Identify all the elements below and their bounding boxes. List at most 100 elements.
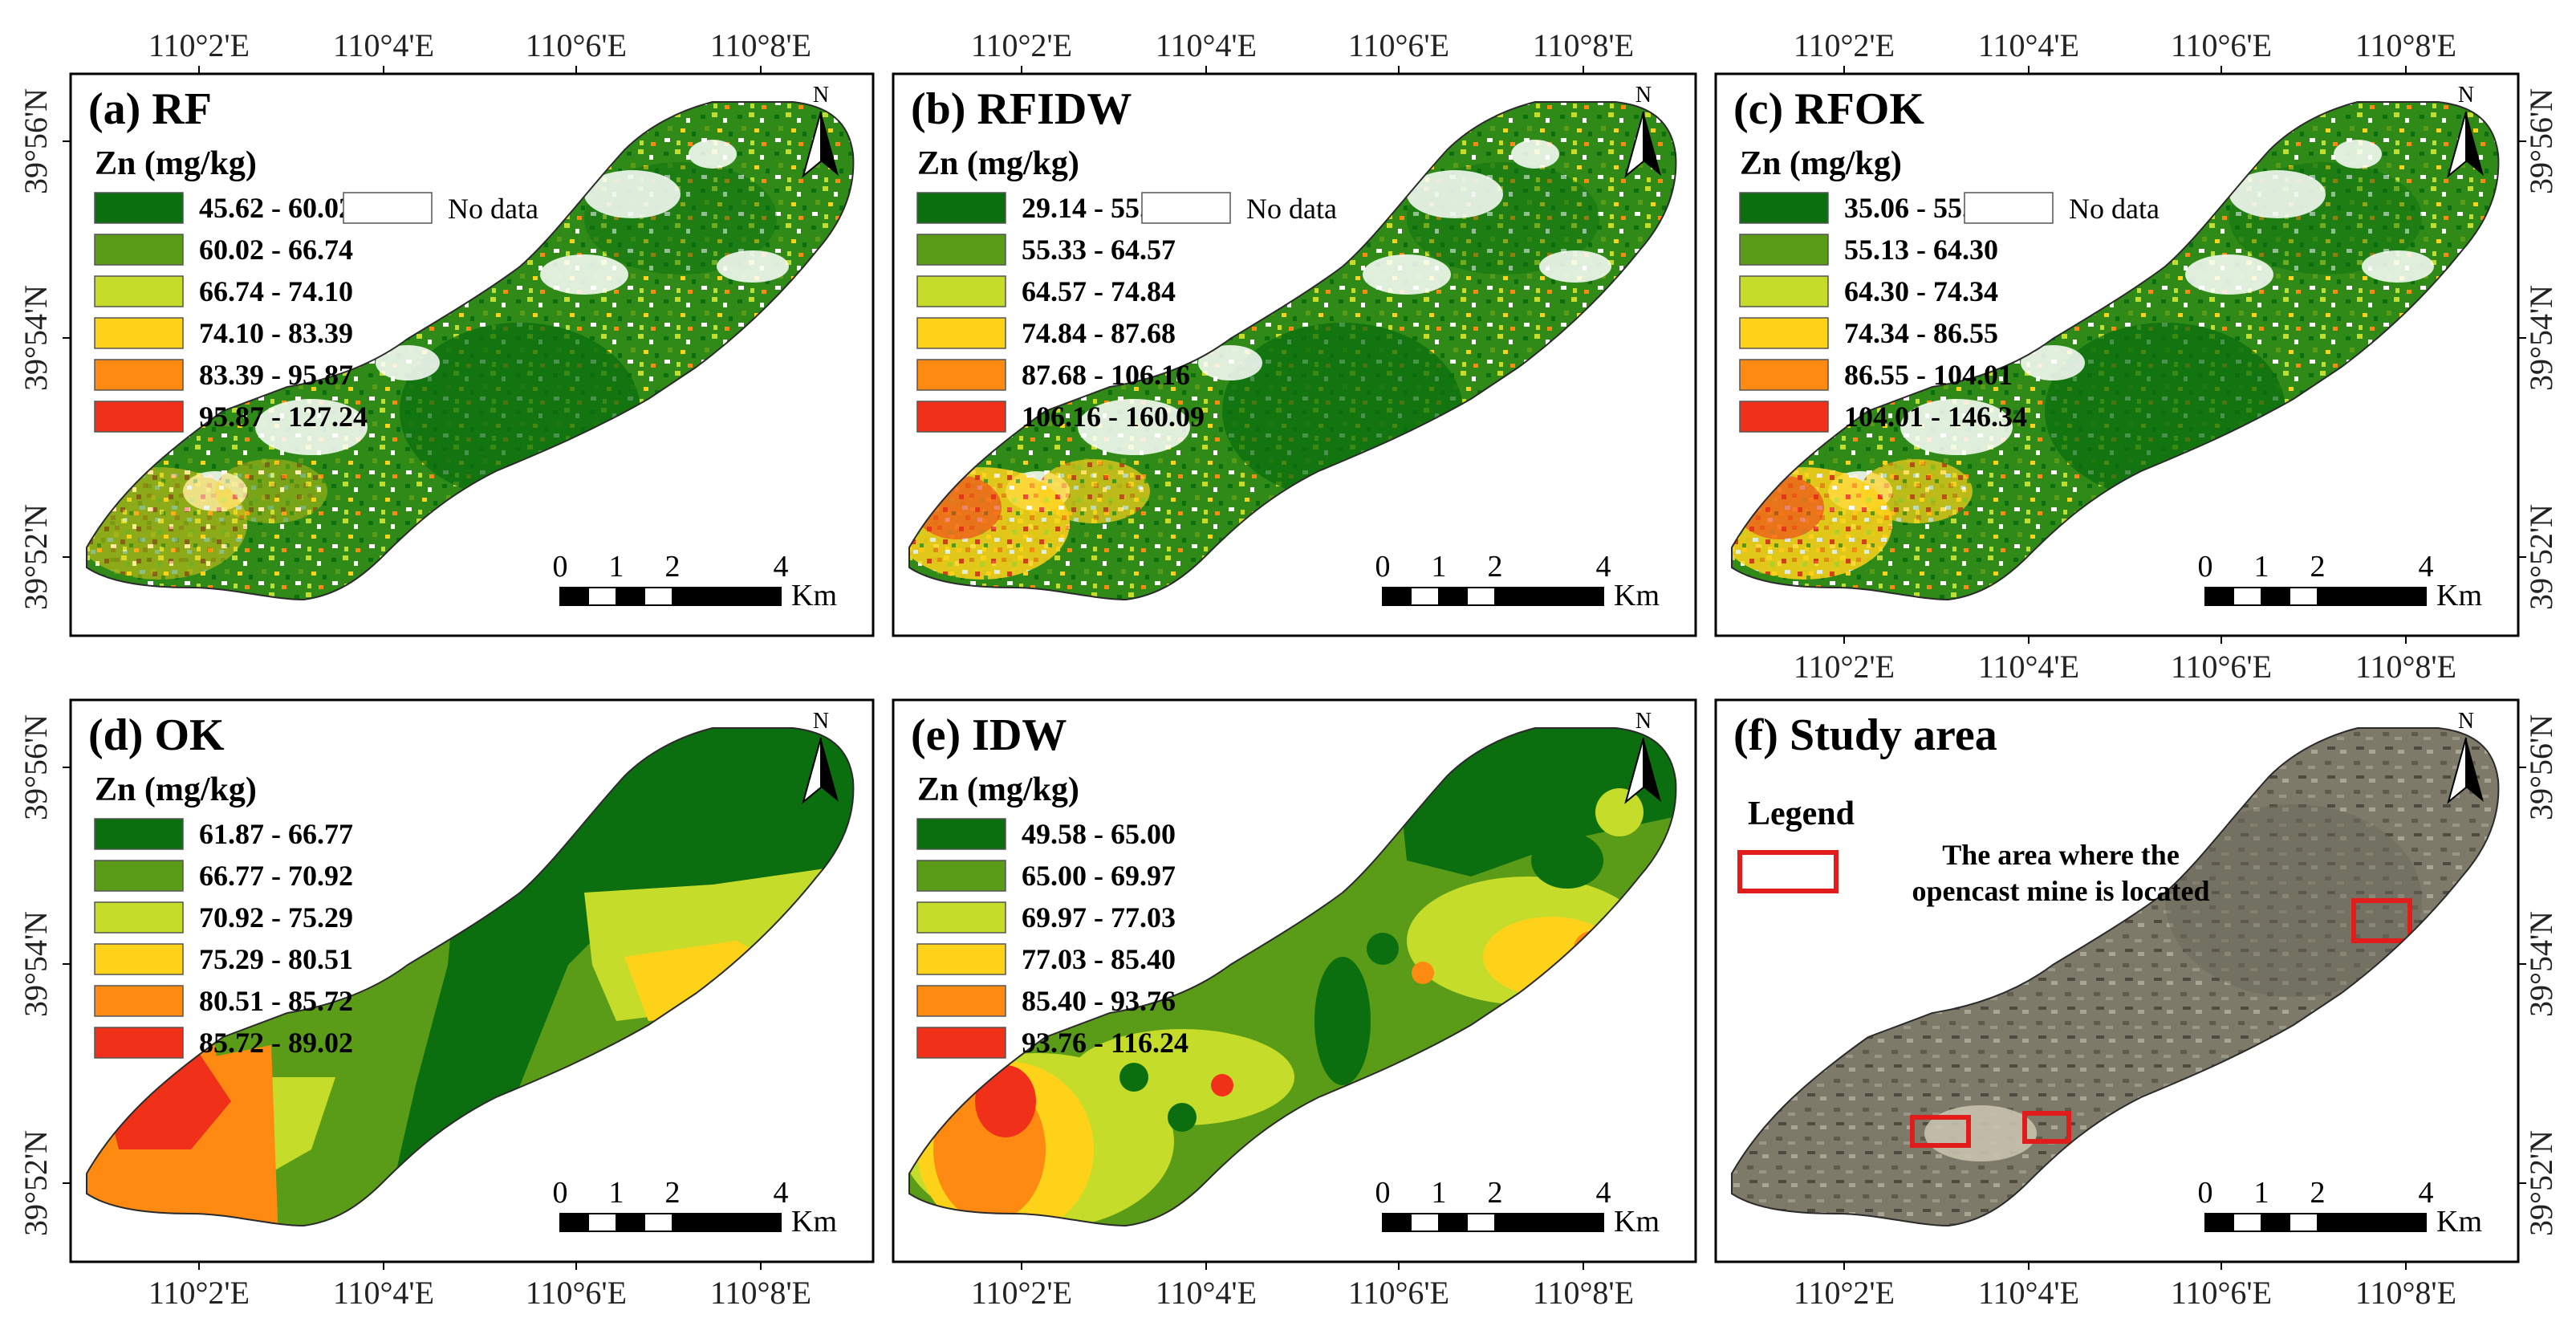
legend-class-label: 60.02 - 66.74: [199, 234, 353, 266]
legend-swatch: [1739, 401, 1829, 433]
panel-d: (d) OK Zn (mg/kg) 61.87 - 66.77 66.77 - 70.…: [18, 698, 875, 1311]
panel-title: (b) RFIDW: [911, 84, 1132, 134]
scale-bar-unit: Km: [791, 1205, 837, 1239]
legend-swatch: [94, 275, 184, 307]
lon-label-top: 110°2'E: [971, 27, 1072, 63]
lat-label-right: 39°52'N: [2523, 1130, 2559, 1236]
legend-swatch: [94, 943, 184, 975]
legend-class-label: 77.03 - 85.40: [1022, 943, 1176, 975]
legend-swatch: [94, 317, 184, 349]
nodata-patch: [1078, 399, 1190, 455]
legend-swatch: [94, 234, 184, 266]
north-arrow-icon: N: [1624, 83, 1661, 178]
lon-label-bottom: 110°4'E: [1156, 1275, 1257, 1311]
north-label: N: [813, 709, 829, 734]
lon-label-bottom: 110°2'E: [1794, 649, 1895, 685]
scale-bar-segment: [2233, 1213, 2262, 1232]
hotspot-zone: [1860, 459, 1973, 523]
scale-bar-segment: [616, 587, 645, 606]
panel-title: (e) IDW: [911, 710, 1067, 760]
scale-bar-segment: [587, 1213, 617, 1232]
legend-swatch: [1739, 275, 1829, 307]
lon-label-bottom: 110°4'E: [333, 1275, 434, 1311]
legend-swatch: [1739, 317, 1829, 349]
panel-a: (a) RF Zn (mg/kg) 45.62 - 60.02 60.02 - 66.…: [18, 27, 875, 637]
legend-swatch: [916, 943, 1006, 975]
lon-label-bottom: 110°4'E: [1978, 1275, 2079, 1311]
nodata-patch: [1539, 250, 1611, 283]
scale-bar-segment: [616, 1213, 645, 1232]
legend-class-label: 85.72 - 89.02: [199, 1027, 353, 1059]
zone-class-1: [1168, 1103, 1197, 1132]
nodata-patch: [2334, 140, 2382, 169]
north-label: N: [1635, 83, 1652, 108]
scale-bar-segment: [672, 587, 782, 606]
scale-bar-segment: [1438, 587, 1468, 606]
north-arrow-half: [2466, 112, 2484, 176]
scale-bar-label: 4: [774, 550, 789, 584]
nodata-patch: [2021, 345, 2085, 380]
nodata-patch: [540, 254, 628, 295]
lat-label-right: 39°54'N: [2523, 285, 2559, 391]
scale-bar-segment: [1494, 1213, 1604, 1232]
panel-title: (d) OK: [88, 710, 225, 760]
legend-class-label: 104.01 - 146.34: [1844, 401, 2027, 433]
north-arrow-half: [802, 111, 822, 178]
zone-class-6: [975, 1065, 1036, 1137]
legend-swatch: [1739, 359, 1829, 391]
legend-class-label: 74.84 - 87.68: [1022, 317, 1176, 349]
lat-label-left: 39°56'N: [18, 88, 54, 194]
panel-title: (c) RFOK: [1733, 84, 1924, 134]
zone-class-6: [1211, 1074, 1233, 1096]
north-arrow-half: [821, 738, 839, 802]
nodata-label: No data: [2069, 193, 2160, 225]
legend-title: Zn (mg/kg): [917, 145, 1079, 182]
lon-label-top: 110°6'E: [526, 27, 627, 63]
legend-swatch: [94, 192, 184, 224]
legend-class-label: 95.87 - 127.24: [199, 401, 368, 433]
lon-label-bottom: 110°8'E: [710, 1275, 811, 1311]
scale-bar-unit: Km: [1614, 1205, 1660, 1239]
north-arrow-icon: N: [802, 83, 839, 178]
nodata-patch: [717, 250, 789, 283]
legend-class-label: 55.13 - 64.30: [1844, 234, 1998, 266]
zone-class-5: [87, 1149, 199, 1226]
scale-bar-segment: [587, 587, 617, 606]
nodata-patch: [376, 345, 440, 380]
legend-class-label: 61.87 - 66.77: [199, 818, 353, 850]
scale-bar-label: 4: [2419, 550, 2434, 584]
legend-mine-label: The area where the: [1942, 839, 2180, 871]
scale-bar-segment: [1382, 587, 1412, 606]
scale-bar-segment: [1466, 587, 1496, 606]
scale-bar-label: 0: [2198, 1176, 2213, 1210]
lon-label-bottom: 110°2'E: [971, 1275, 1072, 1311]
legend-swatch: [916, 317, 1006, 349]
legend-swatch: [94, 1027, 184, 1059]
scale-bar-segment: [1410, 587, 1440, 606]
scale-bar-label: 1: [1432, 550, 1447, 584]
nodata-patch: [584, 170, 681, 218]
legend-class-label: 85.40 - 93.76: [1022, 985, 1176, 1017]
north-arrow-icon: N: [802, 709, 839, 804]
legend-title: Legend: [1748, 795, 1855, 832]
scale-bar: 0 1 2 4Km: [2198, 550, 2483, 612]
legend-swatch: [94, 359, 184, 391]
scale-bar-segment: [644, 587, 673, 606]
scale-bar-segment: [2233, 587, 2262, 606]
lon-label-top: 110°4'E: [1978, 27, 2079, 63]
lon-label-bottom: 110°8'E: [2355, 1275, 2456, 1311]
legend-class-label: 66.77 - 70.92: [199, 860, 353, 892]
lon-label-top: 110°4'E: [333, 27, 434, 63]
scale-bar-segment: [1466, 1213, 1496, 1232]
scale-bar-label: 4: [1596, 1176, 1611, 1210]
scale-bar-segment: [1410, 1213, 1440, 1232]
legend-class-label: 87.68 - 106.16: [1022, 359, 1190, 391]
legend-swatch: [1739, 192, 1829, 224]
scale-bar-label: 2: [2310, 550, 2326, 584]
legend-class-label: 86.55 - 104.01: [1844, 359, 2013, 391]
scale-bar-segment: [2204, 587, 2234, 606]
north-arrow-half: [2447, 111, 2467, 178]
north-arrow-icon: N: [2447, 83, 2484, 178]
legend-class-label: 74.34 - 86.55: [1844, 317, 1998, 349]
